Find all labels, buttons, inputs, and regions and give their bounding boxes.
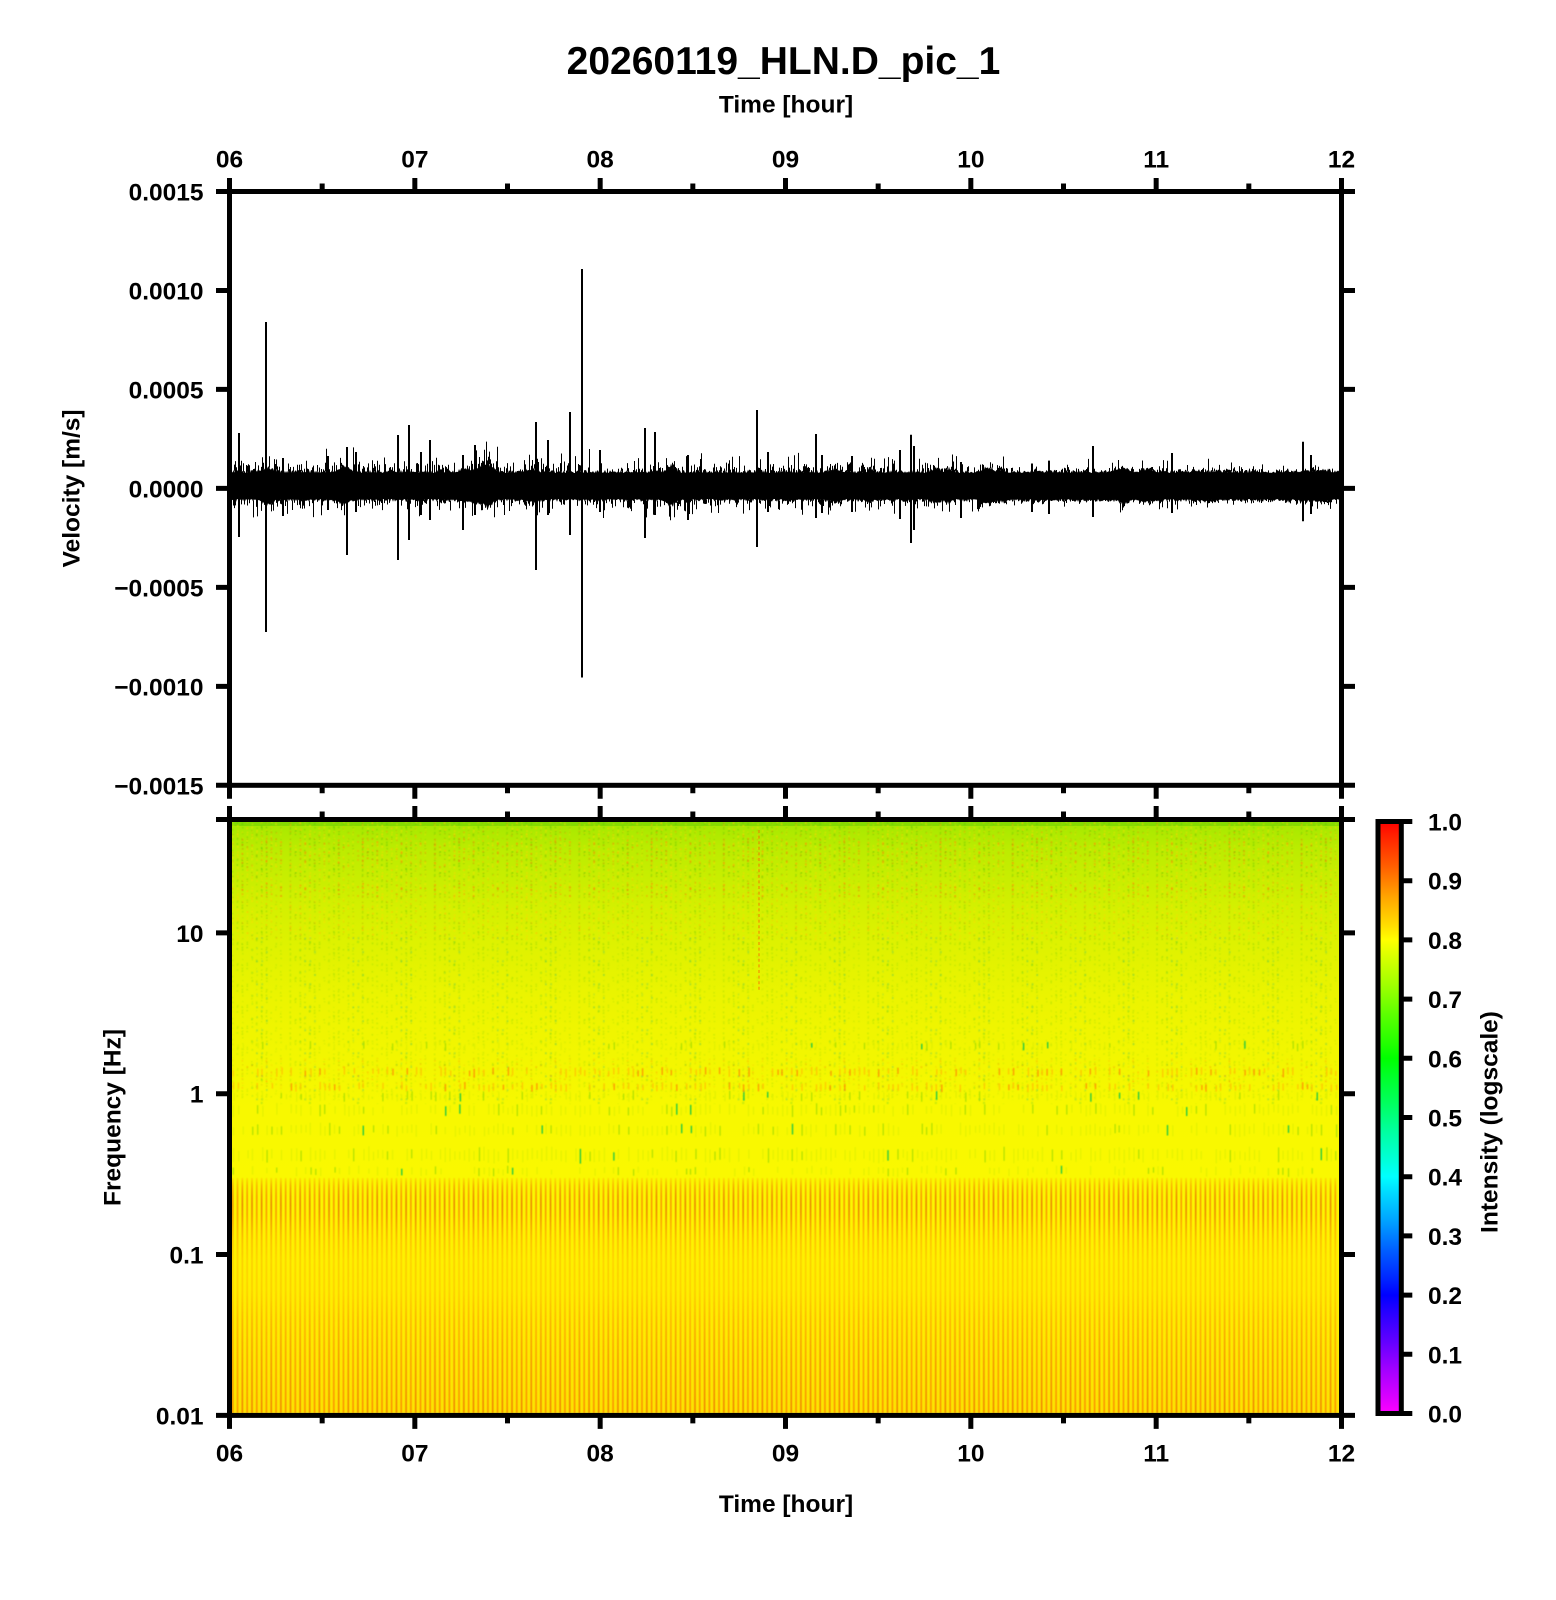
svg-text:07: 07 [401,147,428,174]
svg-text:08: 08 [587,147,614,174]
svg-text:0.1: 0.1 [1428,1342,1462,1369]
svg-text:Time [hour]: Time [hour] [719,92,853,119]
svg-text:1: 1 [190,1082,204,1109]
svg-text:12: 12 [1328,1441,1355,1468]
svg-text:11: 11 [1143,1441,1169,1468]
svg-text:08: 08 [587,1441,614,1468]
svg-text:0.9: 0.9 [1428,869,1462,896]
svg-text:10: 10 [176,921,203,948]
svg-text:0.0010: 0.0010 [129,278,204,305]
svg-text:12: 12 [1328,147,1355,174]
svg-text:11: 11 [1143,147,1169,174]
svg-text:09: 09 [772,1441,799,1468]
svg-text:0.0000: 0.0000 [129,476,204,503]
svg-text:0.0005: 0.0005 [129,377,204,404]
svg-text:10: 10 [957,147,984,174]
svg-text:0.4: 0.4 [1428,1165,1462,1192]
svg-text:0.1: 0.1 [169,1243,203,1270]
svg-text:0.6: 0.6 [1428,1046,1462,1073]
svg-text:0.2: 0.2 [1428,1283,1462,1310]
svg-text:10: 10 [957,1441,984,1468]
svg-text:20260119_HLN.D_pic_1: 20260119_HLN.D_pic_1 [567,40,1001,83]
svg-text:07: 07 [401,1441,428,1468]
svg-text:1.0: 1.0 [1428,810,1462,837]
svg-text:0.0015: 0.0015 [129,180,204,207]
svg-text:−0.0010: −0.0010 [114,674,203,701]
svg-text:−0.0005: −0.0005 [114,575,203,602]
svg-text:0.5: 0.5 [1428,1106,1462,1133]
svg-text:0.3: 0.3 [1428,1224,1462,1251]
svg-text:06: 06 [216,1441,243,1468]
svg-text:09: 09 [772,147,799,174]
svg-text:Frequency [Hz]: Frequency [Hz] [100,1029,127,1206]
svg-text:Velocity [m/s]: Velocity [m/s] [59,409,86,567]
svg-text:0.8: 0.8 [1428,928,1462,955]
svg-text:Intensity (logscale): Intensity (logscale) [1477,1011,1504,1233]
svg-text:0.0: 0.0 [1428,1402,1462,1429]
svg-text:0.01: 0.01 [156,1403,204,1430]
svg-text:−0.0015: −0.0015 [114,773,203,800]
svg-text:06: 06 [216,147,243,174]
svg-text:0.7: 0.7 [1428,987,1462,1014]
svg-text:Time [hour]: Time [hour] [719,1491,853,1518]
